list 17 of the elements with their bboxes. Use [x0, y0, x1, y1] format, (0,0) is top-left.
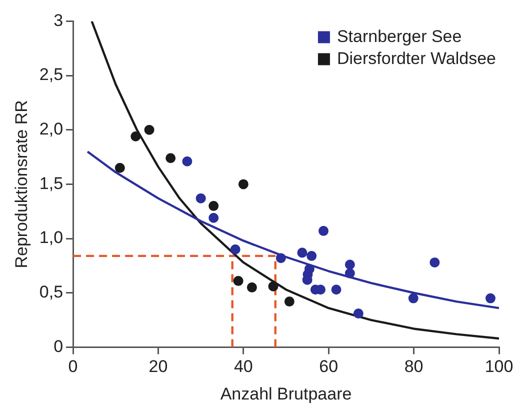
y-tick-label: 1,0: [39, 228, 64, 248]
x-tick-label: 80: [404, 357, 424, 376]
y-tick-label: 0: [54, 336, 64, 356]
y-tick-label: 1,5: [39, 174, 64, 193]
x-axis-title: Anzahl Brutpaare: [220, 384, 352, 404]
y-tick-label: 2,5: [39, 65, 64, 84]
legend-label: Diersfordter Waldsee: [336, 48, 496, 68]
x-tick-label: 20: [148, 357, 168, 376]
y-tick-label: 0,5: [39, 282, 64, 302]
y-tick-label: 3: [54, 10, 64, 30]
x-tick-label: 100: [484, 357, 514, 376]
legend-label: Starnberger See: [336, 26, 462, 46]
x-tick-label: 40: [234, 357, 253, 376]
x-tick-label: 60: [319, 357, 338, 376]
y-axis-title: Reproduktionsrate RR: [12, 100, 31, 268]
x-tick-label: 0: [68, 357, 78, 376]
y-tick-label: 2,0: [39, 120, 64, 139]
